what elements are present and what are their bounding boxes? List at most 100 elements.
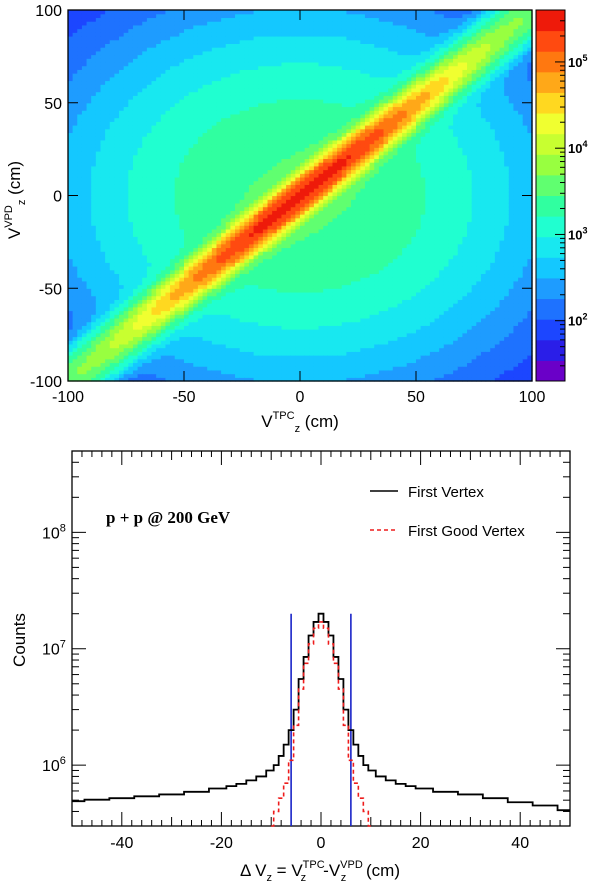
heatmap-cell [248,273,255,278]
heatmap-cell [170,13,176,19]
heatmap-cell [188,21,194,26]
heatmap-cell [267,310,273,315]
heatmap-cell [68,39,74,44]
heatmap-cell [160,143,167,148]
heatmap-cell [290,225,296,230]
heatmap-cell [253,173,259,178]
heatmap-cell [68,310,74,315]
heatmap-cell [267,84,273,89]
heatmap-cell [128,369,134,375]
heatmap-cell [128,80,134,85]
heatmap-cell [286,17,292,22]
heatmap-cell [216,91,222,96]
heatmap-cell [244,139,250,145]
heatmap-cell [197,343,204,349]
heatmap-cell [202,139,208,145]
heatmap-cell [267,106,273,111]
heatmap-cell [100,247,106,252]
heatmap-cell [72,43,78,48]
heatmap-cell [197,136,204,141]
heatmap-cell [146,106,153,111]
heatmap-cell [253,303,259,308]
heatmap-cell [81,310,88,315]
heatmap-cell [290,73,296,78]
heatmap-cell [109,99,115,104]
heatmap-cell [248,288,255,293]
heatmap-cell [160,195,167,200]
heatmap-cell [77,277,83,282]
heatmap-cell [202,291,208,297]
heatmap-cell [258,225,264,230]
heatmap-cell [132,295,139,300]
heatmap-cell [170,173,176,178]
heatmap-cell [119,136,125,141]
heatmap-cell [151,24,157,30]
heatmap-cell [72,351,78,356]
heatmap-cell [221,58,227,63]
heatmap-cell [68,176,74,182]
heatmap-cell [77,17,83,22]
heatmap-cell [286,188,292,193]
heatmap-cell [207,369,213,375]
heatmap-cell [132,110,139,115]
heatmap-cell [207,273,213,278]
heatmap-cell [77,306,83,312]
heatmap-cell [142,180,148,185]
heatmap-cell [253,369,259,375]
heatmap-cell [95,128,102,134]
heatmap-cell [272,228,278,234]
heatmap-cell [253,24,259,30]
heatmap-cell [142,351,148,356]
heatmap-cell [165,228,171,234]
heatmap-cell [91,366,97,371]
heatmap-cell [239,91,245,96]
heatmap-cell [225,61,231,67]
heatmap-cell [156,69,162,74]
heatmap-cell [267,61,273,67]
heatmap-cell [68,125,74,130]
heatmap-cell [86,243,92,249]
heatmap-cell [156,117,162,122]
heatmap-cell [290,299,296,304]
heatmap-cell [207,91,213,96]
heatmap-cell [95,102,102,108]
heatmap-cell [151,180,157,185]
heatmap-cell [262,299,269,304]
heatmap-cell [258,317,264,323]
heatmap-cell [267,28,273,33]
heatmap-cell [230,225,236,230]
heatmap-cell [100,210,106,215]
heatmap-cell [184,125,190,130]
heatmap-cell [137,73,143,78]
heatmap-cell [221,277,227,282]
heatmap-cell [68,184,74,189]
heatmap-cell [72,306,78,312]
heatmap-cell [119,232,125,237]
heatmap-cell [174,288,180,293]
heatmap-cell [244,102,250,108]
heatmap-cell [276,202,283,208]
heatmap-cell [281,54,287,59]
heatmap-cell [142,125,148,130]
heatmap-cell [295,50,301,56]
heatmap-cell [165,147,171,152]
heatmap-cell [253,265,259,271]
heatmap-cell [160,262,167,267]
heatmap-cell [77,150,83,156]
heatmap-cell [109,184,115,189]
heatmap-cell [253,73,259,78]
heatmap-cell [165,110,171,115]
heatmap-cell [77,139,83,145]
heatmap-cell [170,210,176,215]
heatmap-cell [184,314,190,319]
heatmap-cell [211,232,218,237]
heatmap-cell [68,347,74,352]
heatmap-cell [295,243,301,249]
heatmap-cell [81,17,88,22]
heatmap-cell [160,258,167,263]
heatmap-cell [91,180,97,185]
heatmap-cell [290,314,296,319]
heatmap-cell [258,247,264,252]
heatmap-cell [276,269,283,275]
heatmap-cell [286,132,292,137]
